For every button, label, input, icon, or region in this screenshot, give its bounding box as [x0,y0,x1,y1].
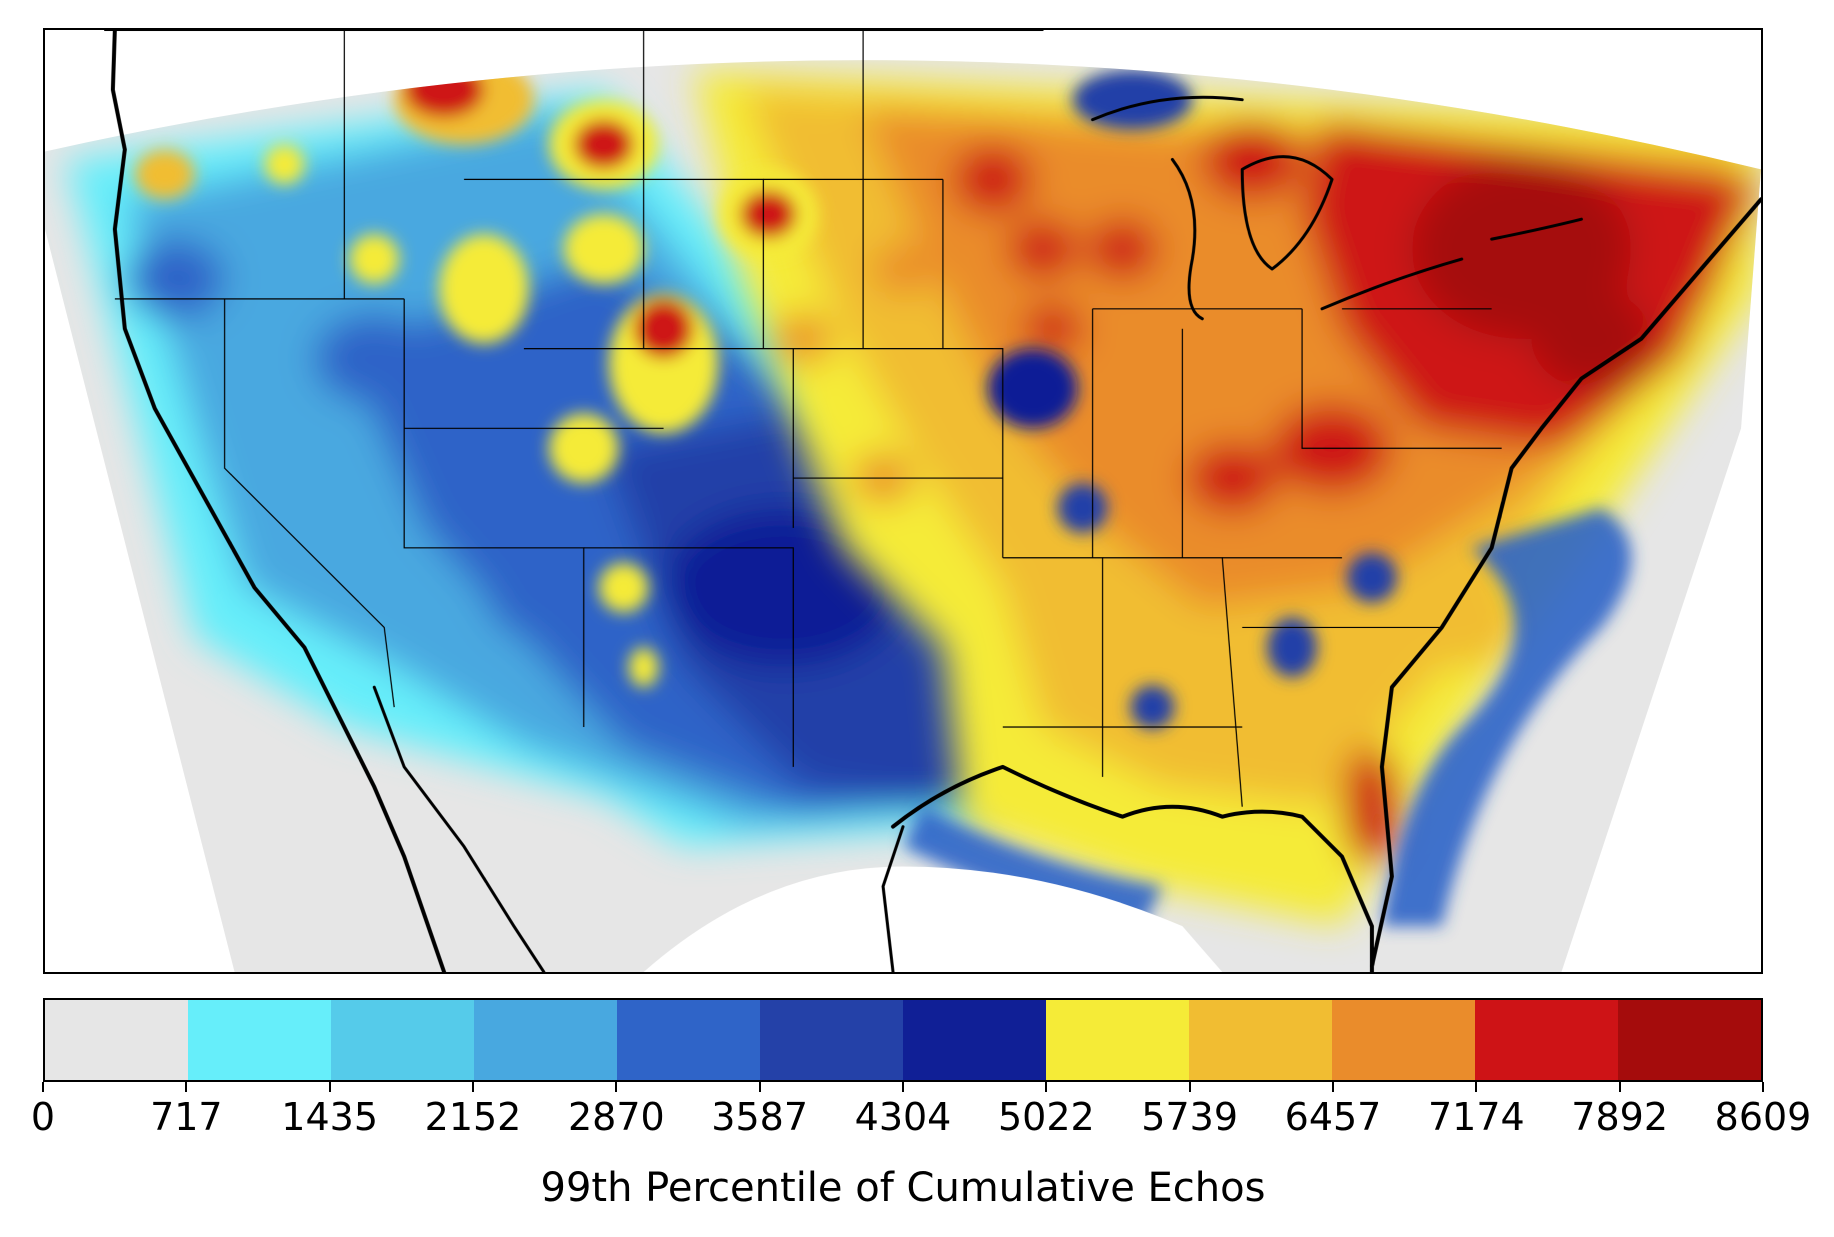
colorbar-segment [1332,1000,1475,1080]
colorbar-tick-label: 2152 [424,1095,522,1139]
colorbar-tick-label: 1435 [281,1095,379,1139]
colorbar-tick-label: 2870 [567,1095,665,1139]
colorbar-segment [331,1000,474,1080]
radar-echo-map [43,28,1763,974]
colorbar [43,998,1763,1082]
colorbar-tick [758,1082,761,1092]
state-borders [114,30,1502,807]
colorbar-segment [760,1000,903,1080]
colorbar-tick-label: 4304 [854,1095,952,1139]
colorbar-tick-label: 717 [150,1095,223,1139]
colorbar-segment [188,1000,331,1080]
coastlines [103,30,1761,972]
colorbar-tick [1045,1082,1048,1092]
colorbar-tick [902,1082,904,1092]
colorbar-tick-label: 8609 [1714,1095,1812,1139]
colorbar-tick [472,1082,474,1092]
colorbar-tick-label: 6457 [1284,1095,1382,1139]
colorbar-tick [42,1082,44,1092]
colorbar-segment [903,1000,1046,1080]
colorbar-segment [1189,1000,1332,1080]
colorbar-tick [1188,1082,1191,1092]
colorbar-tick-label: 7174 [1427,1095,1525,1139]
east-coverage [693,69,1761,927]
colorbar-segment [1046,1000,1189,1080]
colorbar-tick-label: 3587 [711,1095,809,1139]
colorbar-segment [617,1000,760,1080]
colorbar-tick [1762,1082,1764,1092]
colorbar-tick-label: 5022 [997,1095,1095,1139]
colorbar-tick [328,1082,331,1092]
eastern-low-spots [987,69,1397,730]
south-no-coverage [643,866,1223,972]
colorbar-tick [1618,1082,1621,1092]
colorbar-tick-label: 0 [30,1095,56,1139]
colorbar-tick [1332,1082,1334,1092]
colorbar-tick [615,1082,618,1092]
colorbar-label: 99th Percentile of Cumulative Echos [540,1165,1266,1211]
colorbar-tick [185,1082,188,1092]
colorbar-segment [1618,1000,1761,1080]
colorbar-tick-label: 7892 [1571,1095,1669,1139]
colorbar-tick-label: 5739 [1141,1095,1239,1139]
colorbar-segment [1475,1000,1618,1080]
colorbar-segment [45,1000,188,1080]
colorbar-segment [474,1000,617,1080]
colorbar-ticks: 0 717 1435 2152 2870 3587 4304 5022 5739 6457 7174… [31,1082,1811,1142]
map-canvas [45,30,1761,972]
colorbar-tick [1475,1082,1478,1092]
